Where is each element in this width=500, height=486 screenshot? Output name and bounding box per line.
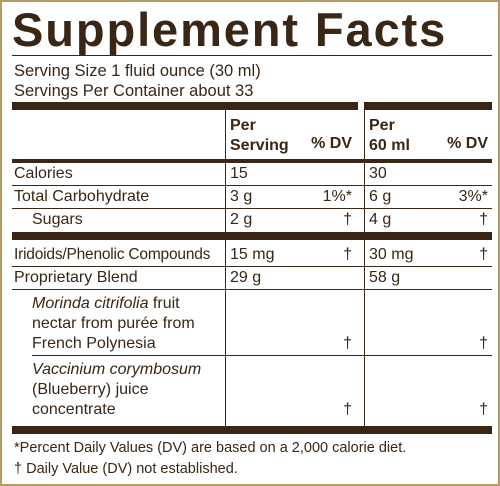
row-divider xyxy=(12,185,492,186)
header-per-serving-line2: Serving xyxy=(230,137,289,154)
row-blend-v2: 58 g xyxy=(369,269,401,286)
row-divider xyxy=(12,208,492,209)
row-name-total-carbohydrate: Total Carbohydrate xyxy=(14,188,150,205)
blend-vaccinium-d2: † xyxy=(479,401,488,418)
blend-ingredient-vaccinium-line2: (Blueberry) juice xyxy=(32,381,149,398)
row-carb-d1: 1%* xyxy=(322,188,352,205)
row-blend-v1: 29 g xyxy=(230,269,262,286)
footnote-percent-dv: *Percent Daily Values (DV) are based on … xyxy=(14,440,407,456)
row-iridoids-v1: 15 mg xyxy=(230,246,275,263)
panel-title: Supplement Facts xyxy=(12,3,448,56)
blend-vaccinium-d1: † xyxy=(343,401,352,418)
header-per-60ml-line1: Per xyxy=(369,117,395,134)
blend-ingredient-morinda-line1: Morinda citrifolia fruit xyxy=(32,295,180,313)
blend-ingredient-vaccinium-line1: Vaccinium corymbosum xyxy=(32,361,202,378)
row-carb-v2: 6 g xyxy=(369,188,392,205)
col1-separator xyxy=(225,110,226,426)
title-rule xyxy=(12,55,492,56)
row-sugars-v1: 2 g xyxy=(230,211,253,228)
row-divider xyxy=(12,289,492,290)
row-iridoids-d2: † xyxy=(479,246,488,263)
header-rule xyxy=(12,159,492,163)
row-carb-v1: 3 g xyxy=(230,188,253,205)
blend-ingredient-vaccinium-line3: concentrate xyxy=(32,401,116,418)
row-calories-v2: 30 xyxy=(369,165,387,182)
row-name-sugars: Sugars xyxy=(32,211,83,228)
row-name-iridoids: Iridoids/Phenolic Compounds xyxy=(14,246,211,263)
footnote-dagger: † Daily Value (DV) not established. xyxy=(14,461,238,477)
row-name-proprietary-blend: Proprietary Blend xyxy=(14,269,138,286)
section-rule xyxy=(12,232,492,240)
blend-ingredient-morinda-line2: nectar from purée from xyxy=(32,315,195,332)
serving-size: Serving Size 1 fluid ounce (30 ml) xyxy=(14,62,261,80)
header-per-60ml-line2: 60 ml xyxy=(369,137,410,154)
blend-ingredient-morinda-line3: French Polynesia xyxy=(32,335,156,352)
servings-rule xyxy=(12,102,492,110)
header-col2-dv: % DV xyxy=(447,135,488,152)
blend-ingredient-morinda-rest: fruit xyxy=(148,295,180,312)
col2-gap xyxy=(358,102,364,162)
row-iridoids-d1: † xyxy=(343,246,352,263)
row-divider xyxy=(32,355,492,356)
header-per-serving-line1: Per xyxy=(230,117,256,134)
row-sugars-d1: † xyxy=(343,211,352,228)
bottom-rule xyxy=(12,426,492,434)
row-name-calories: Calories xyxy=(14,165,73,182)
header-col1-dv: % DV xyxy=(311,135,352,152)
row-sugars-d2: † xyxy=(479,211,488,228)
blend-morinda-d1: † xyxy=(343,335,352,352)
row-iridoids-v2: 30 mg xyxy=(369,246,414,263)
blend-morinda-d2: † xyxy=(479,335,488,352)
blend-ingredient-morinda-latin: Morinda citrifolia xyxy=(32,295,149,312)
row-calories-v1: 15 xyxy=(230,165,248,182)
row-sugars-v2: 4 g xyxy=(369,211,392,228)
col2-separator xyxy=(364,110,365,426)
row-carb-d2: 3%* xyxy=(458,188,488,205)
row-divider xyxy=(12,266,492,267)
servings-per-container: Servings Per Container about 33 xyxy=(14,82,254,100)
